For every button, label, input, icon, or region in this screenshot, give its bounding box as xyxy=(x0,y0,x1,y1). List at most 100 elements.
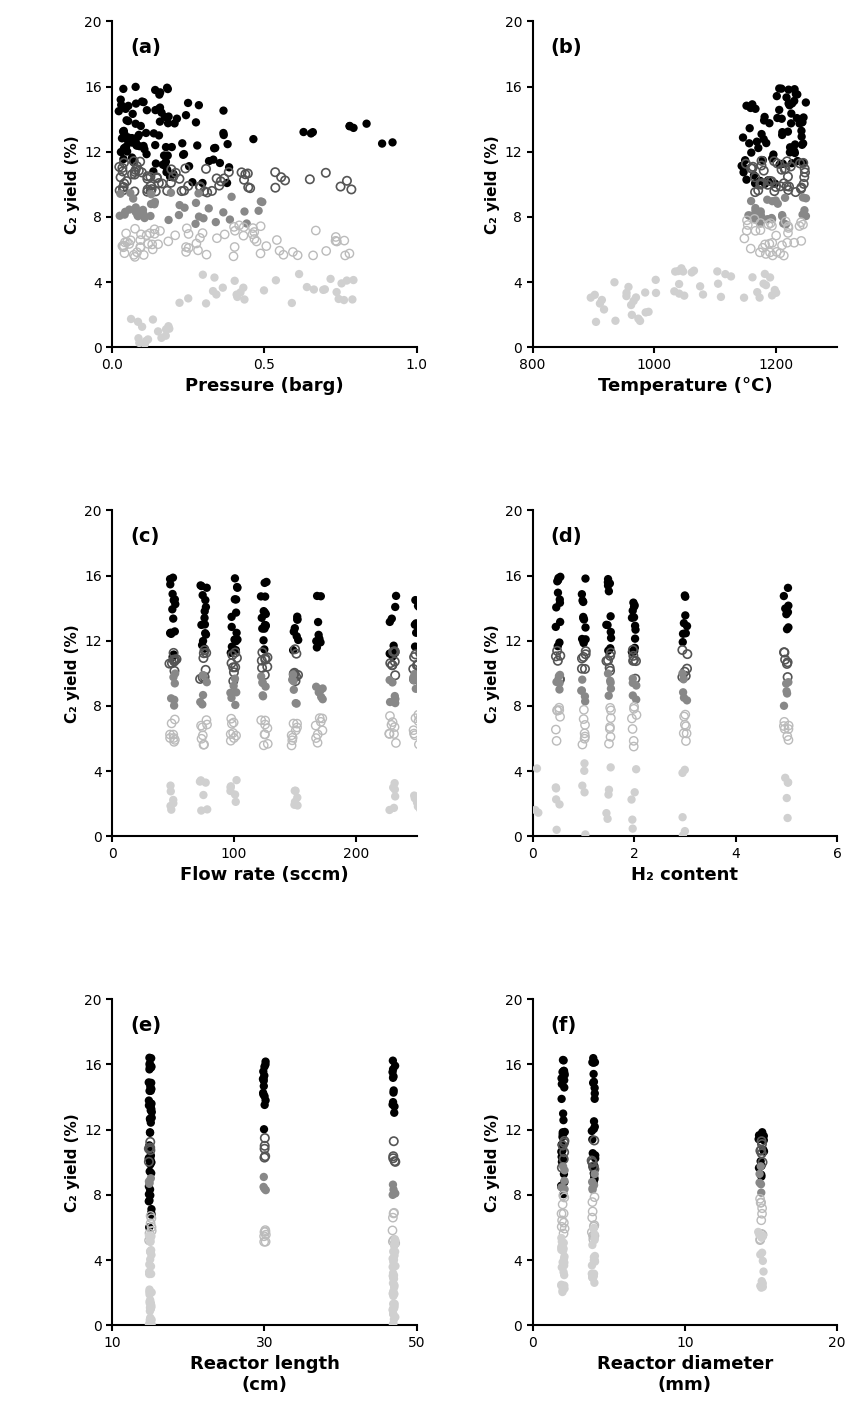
Point xyxy=(767,150,781,172)
Point xyxy=(680,614,694,637)
Point xyxy=(797,165,811,188)
Point xyxy=(189,111,203,134)
Point xyxy=(257,638,271,661)
Point xyxy=(765,208,779,231)
Point xyxy=(256,1176,270,1198)
Point xyxy=(230,576,244,598)
Point xyxy=(144,1255,158,1278)
Point xyxy=(143,1151,157,1174)
Point xyxy=(256,685,270,708)
Point xyxy=(388,1054,402,1077)
Point xyxy=(114,94,128,117)
Point xyxy=(224,777,237,799)
Point xyxy=(230,628,244,651)
Point xyxy=(753,1191,767,1214)
Point xyxy=(198,771,212,794)
Point xyxy=(230,589,243,611)
Point xyxy=(330,281,343,304)
Point xyxy=(128,164,142,187)
Point xyxy=(388,641,402,664)
Point xyxy=(202,150,216,172)
Point xyxy=(796,111,809,134)
Point xyxy=(585,1151,599,1174)
Point xyxy=(753,1163,766,1186)
Point xyxy=(167,694,181,717)
Point xyxy=(754,1130,768,1153)
Point xyxy=(153,83,167,105)
Point xyxy=(143,1311,157,1334)
Point xyxy=(782,93,796,115)
Point xyxy=(227,215,241,238)
Point xyxy=(112,100,126,123)
Point xyxy=(743,204,757,227)
Point xyxy=(261,732,274,755)
Point xyxy=(595,288,608,311)
Point xyxy=(693,275,707,298)
Point xyxy=(210,167,224,190)
Point xyxy=(127,244,141,266)
Point xyxy=(144,1167,158,1190)
Point xyxy=(117,237,130,259)
Point xyxy=(586,1177,600,1200)
Point xyxy=(736,127,750,150)
Point xyxy=(130,155,144,178)
Point xyxy=(257,1146,271,1168)
Point xyxy=(257,1166,271,1188)
Point xyxy=(746,266,759,289)
Point xyxy=(288,617,302,640)
Point xyxy=(148,78,162,101)
Point xyxy=(387,650,401,673)
Point xyxy=(781,577,795,600)
Point xyxy=(781,771,795,794)
Point xyxy=(198,658,212,681)
Point xyxy=(330,229,343,252)
Point xyxy=(629,758,643,781)
Point xyxy=(409,621,423,644)
Point xyxy=(781,665,795,688)
Point xyxy=(780,618,794,641)
Point xyxy=(387,1079,400,1102)
Point xyxy=(145,1092,159,1114)
Point xyxy=(588,1227,602,1250)
Point xyxy=(143,175,157,198)
Point xyxy=(794,178,808,201)
Point xyxy=(778,158,791,181)
Point xyxy=(787,90,801,113)
Point xyxy=(576,630,590,653)
Point xyxy=(588,1157,602,1180)
Point xyxy=(551,567,565,590)
Point xyxy=(549,777,563,799)
Point xyxy=(757,272,771,295)
Point xyxy=(780,787,794,809)
Point xyxy=(412,732,425,755)
Point xyxy=(112,155,126,178)
Point xyxy=(198,732,211,755)
Point xyxy=(164,795,178,818)
Point xyxy=(199,244,213,266)
Point xyxy=(210,227,224,249)
Point xyxy=(255,607,268,630)
Point xyxy=(387,1312,400,1335)
Point xyxy=(161,144,174,167)
Point xyxy=(600,613,614,636)
Point xyxy=(228,235,242,258)
Point xyxy=(557,1178,571,1201)
Point xyxy=(386,1066,400,1089)
Point xyxy=(555,1203,569,1226)
X-axis label: H₂ content: H₂ content xyxy=(632,866,739,885)
Point xyxy=(602,784,615,807)
Point xyxy=(756,1224,770,1247)
Point xyxy=(779,680,793,703)
Point xyxy=(194,770,208,792)
Point xyxy=(274,165,288,188)
Point xyxy=(148,191,161,214)
Point xyxy=(142,1137,156,1160)
Point xyxy=(578,657,592,680)
Point xyxy=(161,111,175,134)
Point xyxy=(763,170,777,192)
Point xyxy=(212,174,226,197)
Point xyxy=(113,204,127,227)
Point xyxy=(791,83,804,105)
Point xyxy=(557,1203,570,1226)
Point xyxy=(738,148,752,171)
